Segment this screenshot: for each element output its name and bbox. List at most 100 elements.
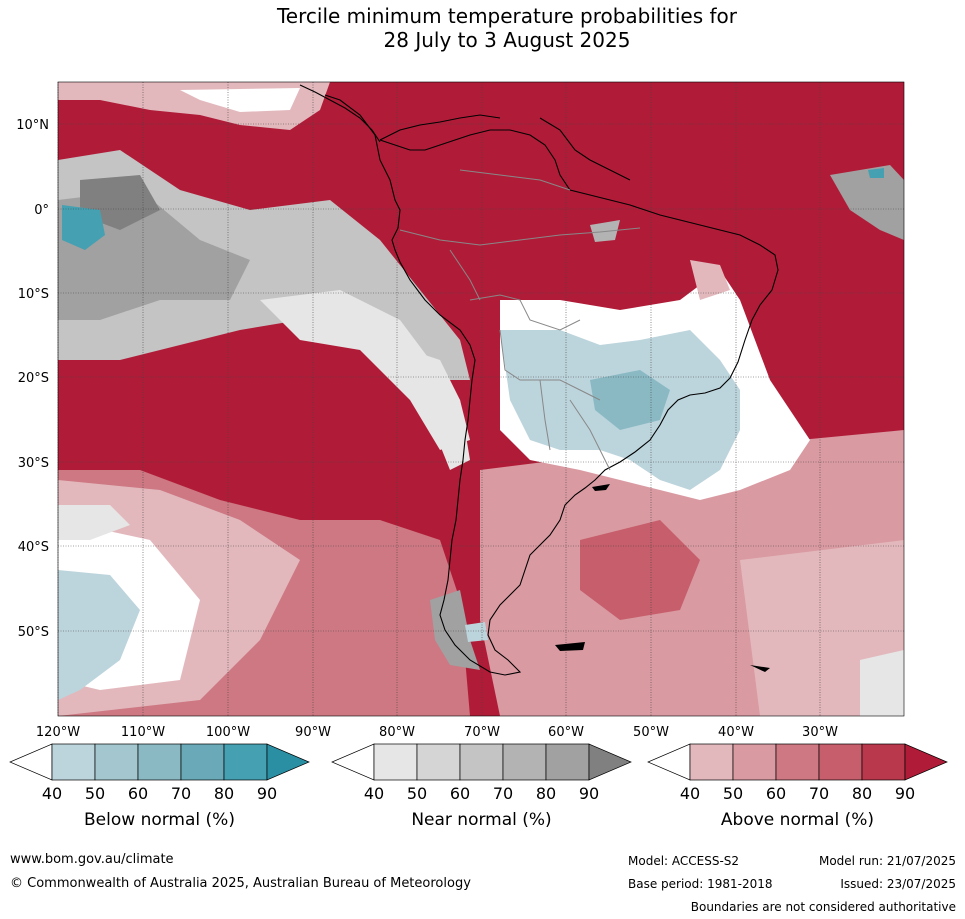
lon-label: 40°W [718, 725, 754, 740]
field-near-ne [830, 165, 904, 240]
colorbar-tick-label: 50 [723, 784, 743, 803]
field-below-brazil-core [590, 370, 670, 430]
colorbar-max-arrow [266, 743, 310, 781]
colorbar-near-normal: 40 50 60 70 80 90 Near normal (%) [331, 743, 632, 830]
colorbar-tick-label: 40 [42, 784, 62, 803]
field-white-north [180, 88, 300, 112]
colorbar-swatch [416, 743, 461, 781]
islands [555, 484, 770, 672]
colorbar-swatch [775, 743, 820, 781]
colorbar-label: Below normal (%) [84, 810, 235, 830]
colorbar-tick-label: 90 [257, 784, 277, 803]
footer-website: www.bom.gov.au/climate [10, 852, 174, 867]
colorbar-swatch [137, 743, 182, 781]
coastlines [299, 84, 779, 676]
lat-label: 50°S [18, 625, 49, 640]
colorbar-tick-label: 80 [852, 784, 872, 803]
title-line-2: 28 July to 3 August 2025 [383, 28, 631, 52]
lon-label: 80°W [379, 725, 415, 740]
field-near-se [860, 650, 904, 716]
field-below-sw [58, 570, 140, 700]
colorbar-swatch [861, 743, 906, 781]
footer-disclaimer: Boundaries are not considered authoritat… [690, 900, 956, 914]
footer-base-period: Base period: 1981-2018 [628, 877, 773, 891]
footer-copyright: © Commonwealth of Australia 2025, Austra… [10, 876, 471, 891]
footer-model-run: Model run: 21/07/2025 [818, 854, 956, 868]
colorbar-tick-label: 50 [407, 784, 427, 803]
colorbar-label: Near normal (%) [411, 810, 551, 830]
lat-label: 10°S [18, 287, 49, 302]
field-below-patagonia [465, 622, 488, 642]
colorbar-swatch [94, 743, 139, 781]
lat-label: 40°S [18, 540, 49, 555]
lat-label: 20°S [18, 371, 49, 386]
coastline-caribbean [379, 114, 501, 141]
title-line-1: Tercile minimum temperature probabilitie… [276, 4, 738, 28]
field-below-ne [868, 168, 884, 178]
lon-label: 120°W [36, 725, 80, 740]
lon-label: 110°W [121, 725, 165, 740]
colorbar-label: Above normal (%) [721, 810, 874, 830]
coastline-south-america [324, 94, 779, 676]
map-frame [57, 81, 905, 717]
map-field [58, 82, 904, 716]
colorbar-swatch [180, 743, 225, 781]
colorbar-min-arrow [647, 743, 691, 781]
lon-label: 60°W [548, 725, 584, 740]
colorbar-tick-label: 50 [85, 784, 105, 803]
colorbar-below-normal: 40 50 60 70 80 90 Below normal (%) [9, 743, 310, 830]
colorbar-swatch [459, 743, 504, 781]
colorbar-tick-label: 40 [680, 784, 700, 803]
colorbar-tick-label: 40 [364, 784, 384, 803]
colorbar-tick-label: 60 [128, 784, 148, 803]
colorbar-tick-label: 90 [895, 784, 915, 803]
country-borders [399, 169, 641, 471]
colorbar-tick-label: 80 [214, 784, 234, 803]
lon-label: 90°W [295, 725, 331, 740]
south-georgia [750, 665, 770, 672]
colorbar-tick-label: 60 [450, 784, 470, 803]
lat-label: 10°N [16, 118, 49, 133]
colorbar-swatch [502, 743, 547, 781]
rio-de-la-plata [592, 484, 610, 491]
lat-label: 0° [34, 203, 49, 218]
map-title: Tercile minimum temperature probabilitie… [0, 4, 965, 52]
coastline-central-america [299, 84, 381, 143]
colorbar-tick-label: 60 [766, 784, 786, 803]
coastline-guianas [539, 117, 631, 181]
colorbar-tick-label: 90 [579, 784, 599, 803]
colorbar-swatch [732, 743, 777, 781]
field-above-ne-brazil [690, 260, 730, 300]
field-below-equator [62, 205, 105, 250]
falkland-islands [555, 642, 585, 651]
colorbar-max-arrow [904, 743, 948, 781]
longitude-labels: 120°W 110°W 100°W 90°W 80°W 70°W 60°W 50… [36, 725, 838, 740]
colorbar-swatch [51, 743, 96, 781]
colorbar-tick-label: 70 [171, 784, 191, 803]
colorbar-swatch [223, 743, 268, 781]
lat-label: 30°S [18, 456, 49, 471]
colorbar-swatch [373, 743, 418, 781]
colorbar-tick-label: 70 [809, 784, 829, 803]
colorbar-tick-label: 70 [493, 784, 513, 803]
footer-issued: Issued: 23/07/2025 [840, 877, 956, 891]
field-near-coast-light [260, 290, 470, 450]
lon-label: 30°W [802, 725, 838, 740]
colorbar-above-normal: 40 50 60 70 80 90 Above normal (%) [647, 743, 948, 830]
field-above-atlantic-core [580, 520, 700, 620]
colorbar-min-arrow [9, 743, 53, 781]
colorbar-swatch [689, 743, 734, 781]
lon-label: 50°W [633, 725, 669, 740]
footer-model: Model: ACCESS-S2 [628, 854, 740, 868]
lon-label: 70°W [464, 725, 500, 740]
colorbar-min-arrow [331, 743, 375, 781]
field-near-sw [58, 505, 130, 540]
field-near-andes [410, 350, 470, 470]
colorbar-swatch [545, 743, 590, 781]
latitude-labels: 10°N 0° 10°S 20°S 30°S 40°S 50°S [16, 118, 49, 640]
field-near-patagonia [430, 590, 480, 670]
colorbar-tick-label: 80 [536, 784, 556, 803]
colorbar-swatch [818, 743, 863, 781]
colorbar-max-arrow [588, 743, 632, 781]
